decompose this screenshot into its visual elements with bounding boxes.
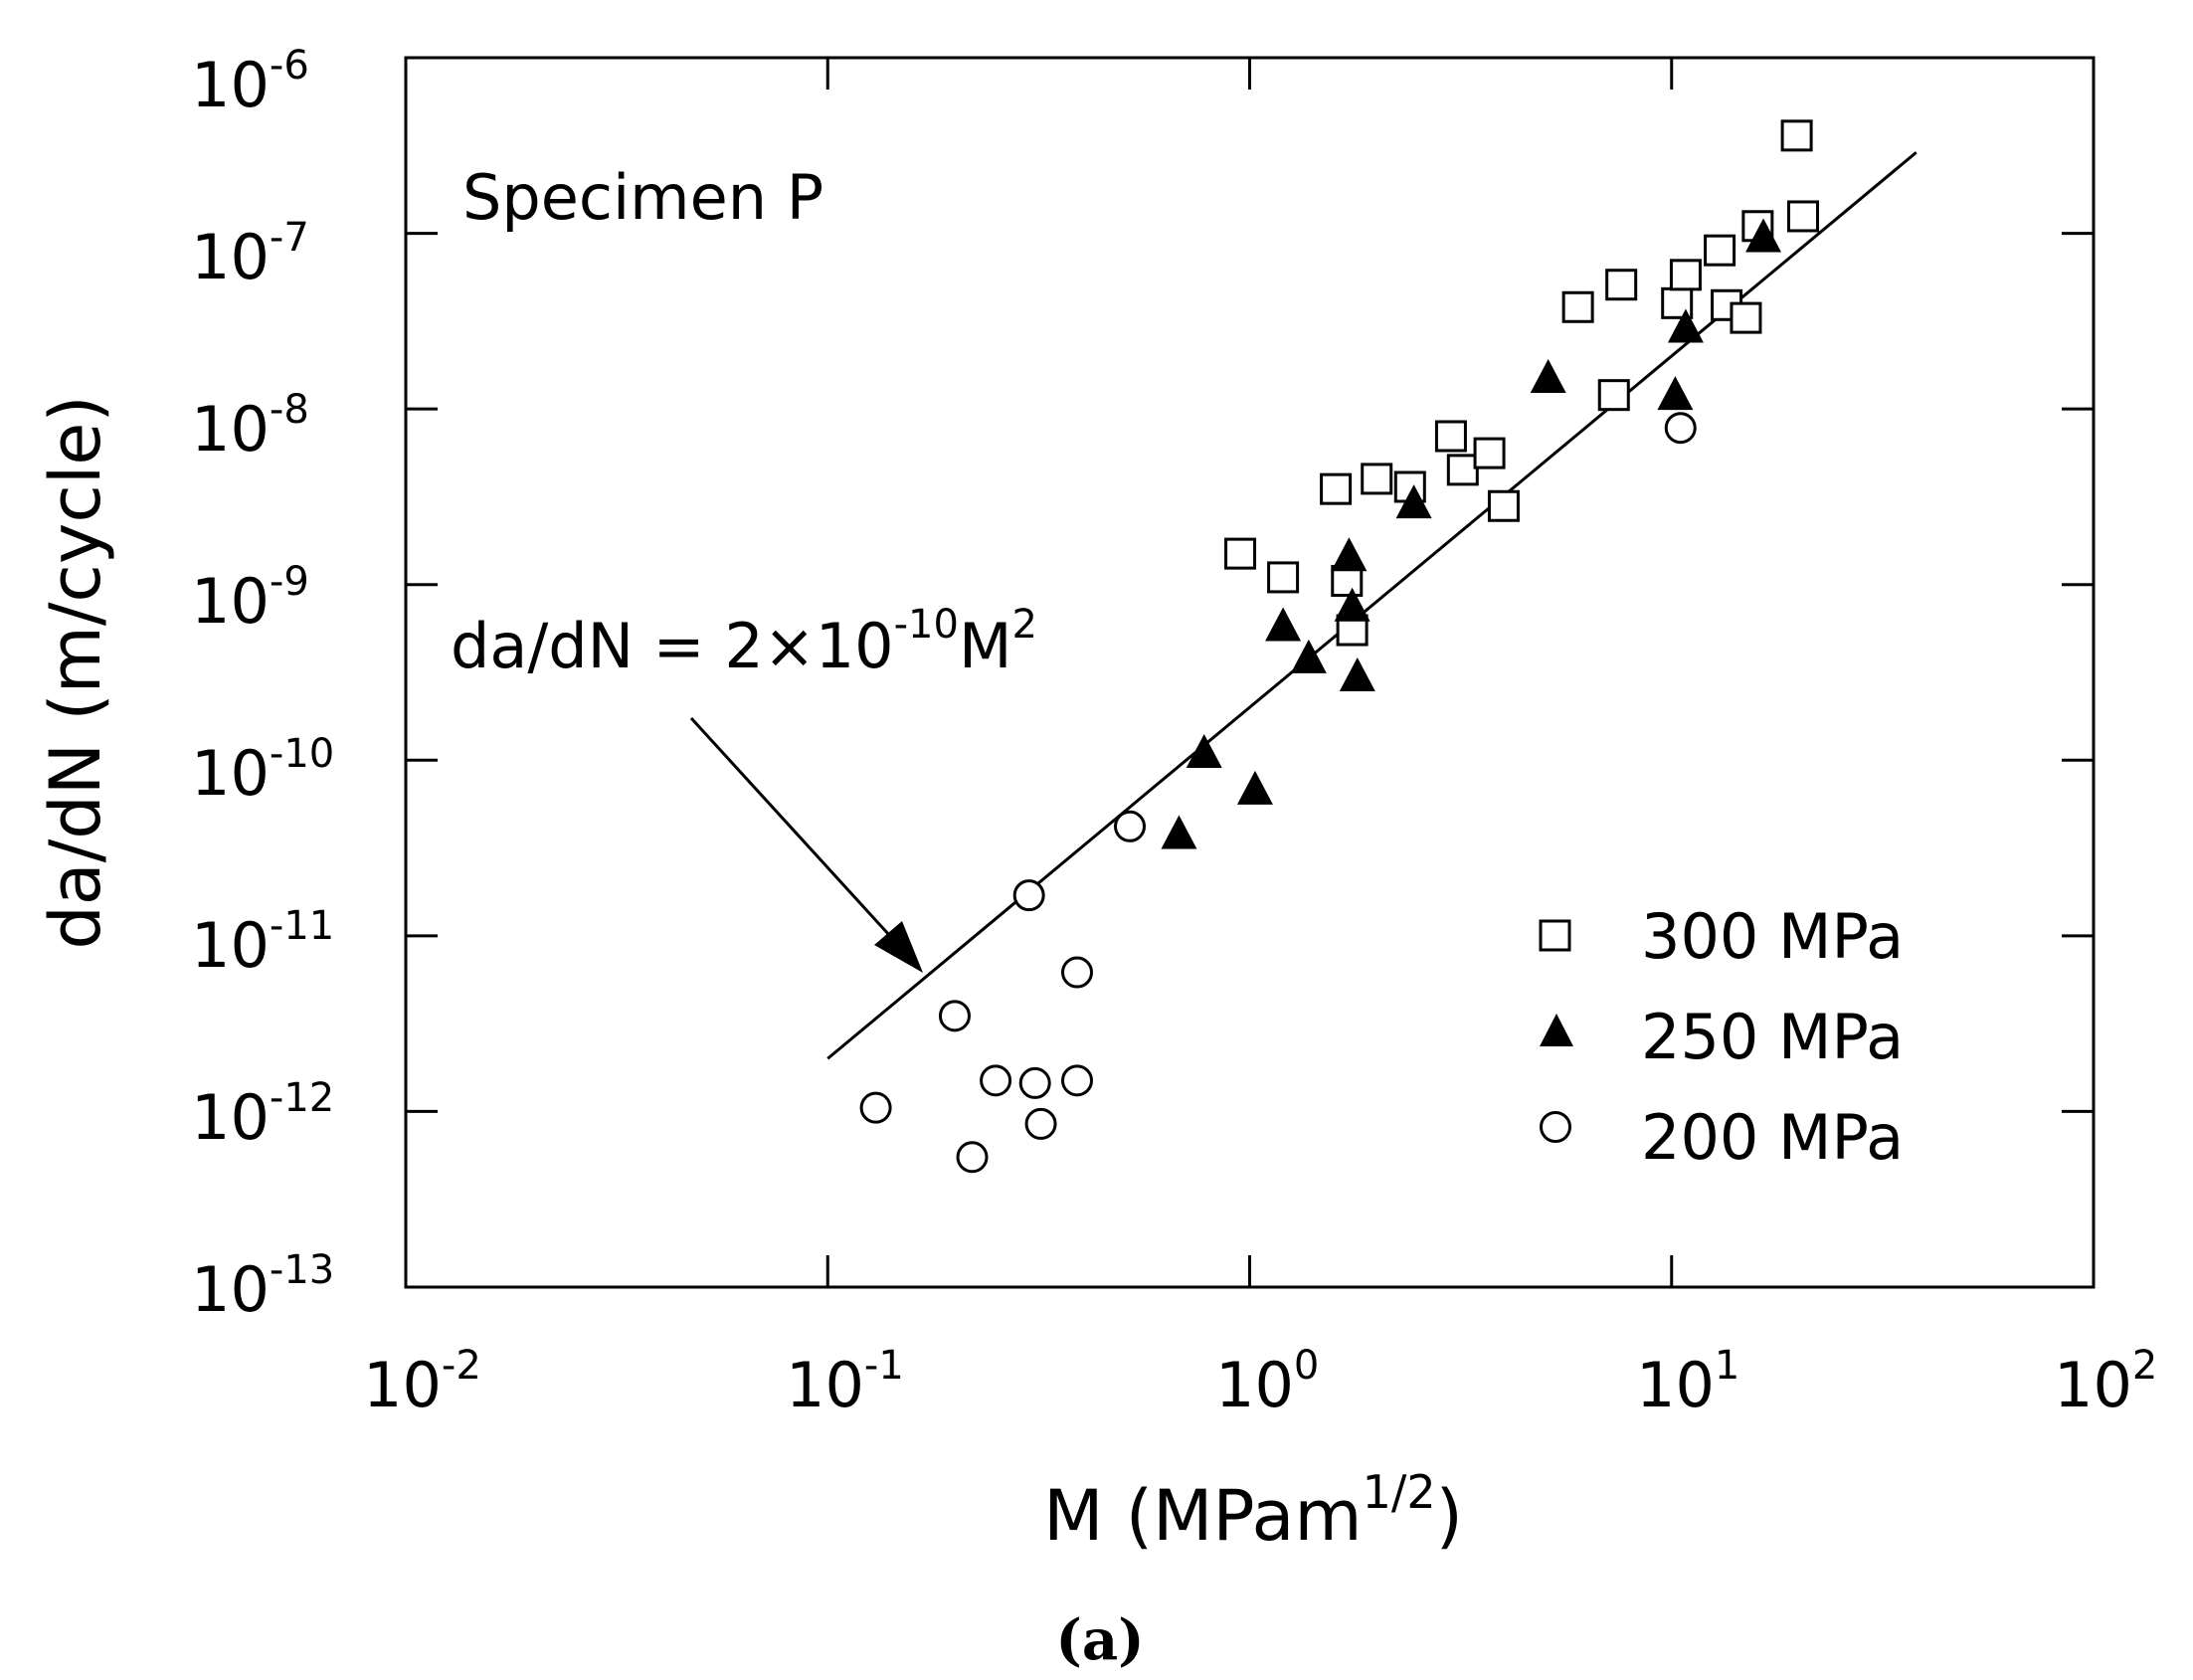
point-250-mpa <box>1339 657 1375 692</box>
figure-caption: (a) <box>1055 1607 1144 1673</box>
point-300-mpa <box>1473 437 1506 469</box>
y-tick-label: 10-12 <box>191 1075 334 1154</box>
fit-arrow-shaft <box>689 716 902 949</box>
point-200-mpa <box>1012 879 1045 912</box>
point-200-mpa <box>1024 1107 1057 1140</box>
point-250-mpa <box>1186 733 1222 768</box>
fit-arrow-head <box>874 921 923 973</box>
y-tick-label: 10-8 <box>191 387 309 466</box>
x-tick-label: 100 <box>1215 1343 1319 1421</box>
y-tick-labels: 10-13 10-12 10-11 10-10 10-9 10-8 10-7 1… <box>191 43 334 1326</box>
point-300-mpa <box>1669 259 1702 291</box>
point-300-mpa <box>1780 119 1813 152</box>
point-300-mpa <box>1787 200 1820 233</box>
legend-label: 250 MPa <box>1641 1001 1904 1073</box>
data-points <box>859 119 1820 1174</box>
fit-equation-label: da/dN = 2×10-10M2 <box>451 602 1037 682</box>
point-300-mpa <box>1224 537 1257 570</box>
x-tick-label: 10-1 <box>786 1343 904 1421</box>
x-axis-ticks <box>404 58 2096 1287</box>
point-300-mpa <box>1361 463 1393 495</box>
point-200-mpa <box>1018 1066 1051 1099</box>
legend-label: 200 MPa <box>1641 1101 1904 1174</box>
point-200-mpa <box>956 1141 989 1174</box>
y-axis-ticks <box>406 56 2094 1289</box>
point-200-mpa <box>1664 412 1697 445</box>
point-250-mpa <box>1657 376 1694 411</box>
specimen-label: Specimen P <box>462 161 823 234</box>
y-tick-label: 10-10 <box>191 731 334 810</box>
x-tick-label: 10-2 <box>363 1343 481 1421</box>
legend-marker-circle <box>1540 1111 1571 1143</box>
point-250-mpa <box>1236 770 1273 805</box>
point-300-mpa <box>1730 301 1762 334</box>
point-200-mpa <box>938 1000 971 1032</box>
y-axis-title: da/dN (m/cycle) <box>35 395 116 949</box>
point-300-mpa <box>1487 489 1520 522</box>
y-tick-label: 10-11 <box>191 903 334 982</box>
legend-label: 300 MPa <box>1641 900 1904 973</box>
point-250-mpa <box>1265 607 1302 642</box>
x-axis-title: M (MPam1/2) <box>1043 1465 1463 1557</box>
point-300-mpa <box>1561 290 1594 323</box>
x-tick-label: 102 <box>2054 1343 2157 1421</box>
x-tick-label: 101 <box>1636 1343 1739 1421</box>
point-250-mpa <box>1745 218 1782 253</box>
point-200-mpa <box>1061 1064 1094 1097</box>
y-tick-label: 10-6 <box>191 43 309 121</box>
point-300-mpa <box>1446 454 1479 486</box>
point-200-mpa <box>1061 956 1094 989</box>
y-tick-label: 10-7 <box>191 215 309 293</box>
point-300-mpa <box>1605 269 1638 301</box>
point-250-mpa <box>1395 484 1432 519</box>
point-300-mpa <box>1267 561 1300 594</box>
y-tick-label: 10-13 <box>191 1247 334 1326</box>
legend-marker-triangle <box>1540 1014 1573 1046</box>
point-250-mpa <box>1161 815 1197 849</box>
point-300-mpa <box>1434 420 1467 453</box>
point-250-mpa <box>1331 537 1368 572</box>
x-tick-labels: 10-2 10-1 100 101 102 <box>363 1343 2157 1421</box>
point-250-mpa <box>1667 308 1704 343</box>
legend-marker-square <box>1539 919 1571 952</box>
point-250-mpa <box>1290 639 1327 673</box>
point-250-mpa <box>1530 359 1566 394</box>
point-300-mpa <box>1597 379 1630 412</box>
y-tick-label: 10-9 <box>191 559 309 638</box>
point-200-mpa <box>1114 810 1147 842</box>
point-200-mpa <box>980 1064 1012 1097</box>
legend: 300 MPa 250 MPa 200 MPa <box>1539 900 1904 1174</box>
point-250-mpa <box>1334 587 1371 622</box>
point-300-mpa <box>1704 234 1736 267</box>
point-300-mpa <box>1320 472 1353 505</box>
point-200-mpa <box>859 1091 892 1124</box>
